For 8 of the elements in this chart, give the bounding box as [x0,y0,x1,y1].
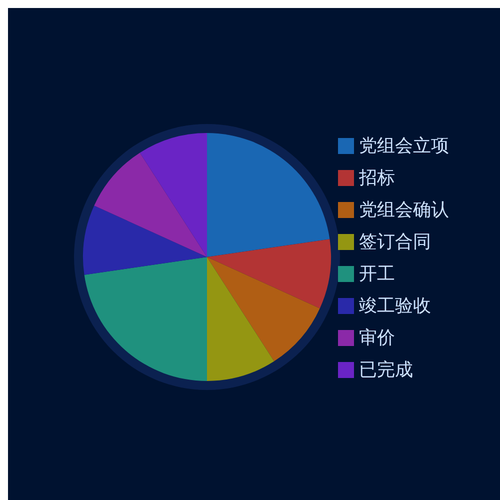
legend-label: 已完成 [359,360,413,380]
legend-label: 签订合同 [359,232,431,252]
legend-label: 开工 [359,264,395,284]
legend-label: 审价 [359,328,395,348]
legend-label: 党组会确认 [359,200,449,220]
legend-label: 招标 [358,168,395,188]
legend-label: 竣工验收 [359,296,431,316]
legend-label: 党组会立项 [359,136,449,156]
